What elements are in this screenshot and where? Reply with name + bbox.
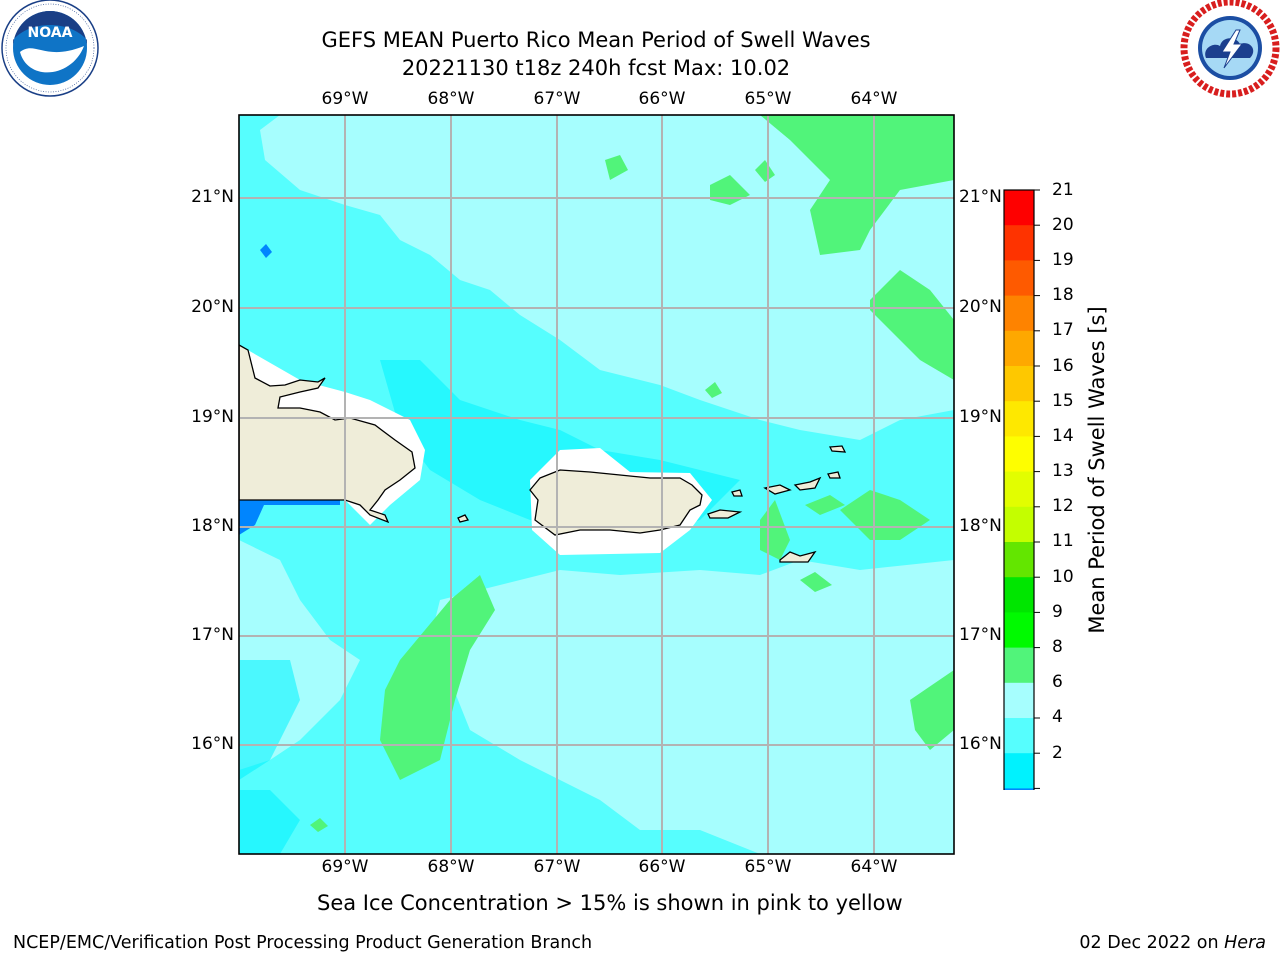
colorbar-segment [1004,295,1034,332]
contour-2-4 [239,244,340,535]
contour-9-10 [310,115,954,832]
colorbar-segment [1004,753,1034,789]
lon-tick-top: 65°W [744,89,792,109]
lat-tick-right: 21°N [959,187,1002,207]
noaa-logo: NOAA [1,0,99,97]
colorbar-tick: 8 [1052,637,1063,657]
colorbar-segment [1004,718,1034,754]
colorbar-segment [1004,788,1034,790]
lon-tick-bottom: 66°W [638,857,686,877]
colorbar-tick: 13 [1052,461,1074,481]
colorbar-segment [1004,506,1034,543]
lat-tick-left: 16°N [191,734,234,754]
colorbar-tick: 20 [1052,215,1074,235]
lat-tick-right: 17°N [959,625,1002,645]
lon-tick-bottom: 69°W [321,857,369,877]
colorbar-segment [1004,647,1034,684]
map-grid [239,115,954,854]
colorbar-segment [1004,682,1034,719]
colorbar-tick: 11 [1052,531,1074,551]
lat-tick-right: 16°N [959,734,1002,754]
colorbar-segment [1004,612,1034,649]
chart-subtitle: 20221130 t18z 240h fcst Max: 10.02 [401,56,791,80]
colorbar-tick: 2 [1052,743,1063,763]
chart-title: GEFS MEAN Puerto Rico Mean Period of Swe… [321,28,871,52]
colorbar [1003,189,1040,790]
colorbar-tick: 4 [1052,707,1063,727]
lon-tick-top: 69°W [321,89,369,109]
colorbar-segment [1004,225,1034,261]
colorbar-tick: 14 [1052,426,1074,446]
lat-tick-right: 20°N [959,297,1002,317]
colorbar-tick: 19 [1052,250,1074,270]
svg-text:NOAA: NOAA [28,25,73,41]
colorbar-segment [1004,577,1034,613]
colorbar-tick: 12 [1052,496,1074,516]
colorbar-tick: 9 [1052,602,1063,622]
lon-tick-bottom: 64°W [850,857,898,877]
colorbar-tick: 18 [1052,285,1074,305]
lat-tick-left: 19°N [191,407,234,427]
lat-tick-left: 17°N [191,625,234,645]
colorbar-tick: 17 [1052,320,1074,340]
colorbar-segment [1004,260,1034,297]
lat-tick-left: 18°N [191,516,234,536]
colorbar-segment [1004,471,1034,508]
colorbar-tick: 6 [1052,672,1063,692]
land [239,344,847,563]
lon-tick-bottom: 67°W [533,857,581,877]
lon-tick-top: 66°W [638,89,686,109]
lat-tick-left: 21°N [191,187,234,207]
lat-tick-right: 19°N [959,407,1002,427]
colorbar-segment [1004,401,1034,437]
lon-tick-top: 64°W [850,89,898,109]
lon-tick-bottom: 65°W [744,857,792,877]
lat-tick-right: 18°N [959,516,1002,536]
colorbar-segment [1004,366,1034,402]
colorbar-segment [1004,436,1034,473]
lat-tick-left: 20°N [191,297,234,317]
nws-logo [1180,0,1280,98]
colorbar-tick: 10 [1052,567,1074,587]
colorbar-segment [1004,330,1034,367]
colorbar-tick: 16 [1052,356,1074,376]
colorbar-tick: 21 [1052,180,1074,200]
colorbar-segment [1004,542,1034,578]
colorbar-segment [1004,190,1034,226]
lon-tick-bottom: 68°W [427,857,475,877]
colorbar-tick: 15 [1052,391,1074,411]
map-frame [238,114,955,855]
footer-host: Hera [1224,933,1266,953]
lon-tick-top: 67°W [533,89,581,109]
footer-date: 02 Dec 2022 on Hera [1079,933,1266,953]
lon-tick-top: 68°W [427,89,475,109]
footer-organization: NCEP/EMC/Verification Post Processing Pr… [13,933,593,953]
